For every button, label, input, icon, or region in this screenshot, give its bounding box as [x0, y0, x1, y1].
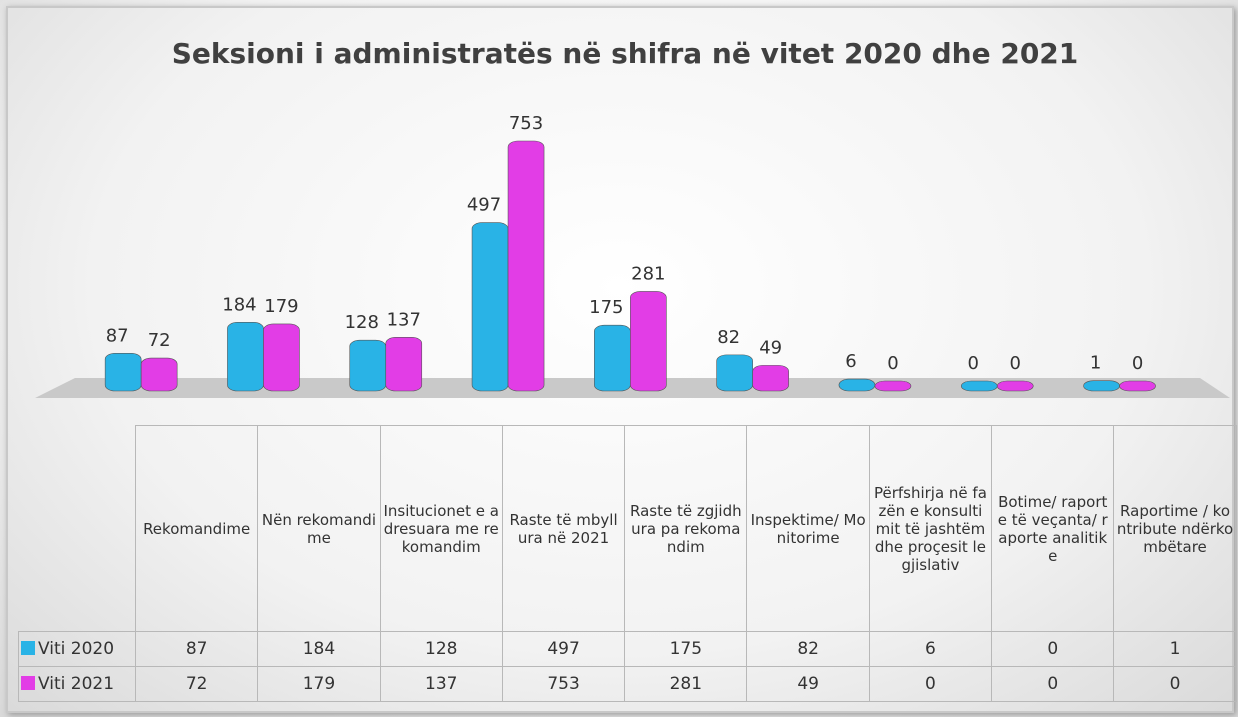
- legend-label: Viti 2021: [38, 674, 115, 694]
- header-row: Rekomandime Nën rekomandime Insitucionet e…: [18, 425, 1237, 632]
- data-label: 128: [345, 312, 379, 333]
- table-value: 87: [134, 631, 259, 667]
- category-label: Botime/ raporte të veçanta/ raporte anal…: [991, 425, 1115, 632]
- category-label: Raportime / kontribute ndërkombëtare: [1113, 425, 1237, 632]
- category-label: Nën rekomandime: [257, 425, 381, 632]
- data-label: 0: [1132, 353, 1143, 374]
- table-value: 6: [868, 631, 993, 667]
- bar: [349, 339, 387, 392]
- table-value: 137: [379, 666, 503, 702]
- table-value: 753: [501, 666, 626, 702]
- legend-swatch: [21, 641, 35, 655]
- bar: [140, 357, 178, 392]
- bar: [263, 323, 300, 392]
- bar: [1119, 380, 1156, 392]
- bar: [960, 380, 998, 392]
- category-label: Përfshirja në fazën e konsultimit të jas…: [868, 425, 993, 632]
- bar: [752, 365, 789, 392]
- data-label: 184: [222, 294, 256, 315]
- data-label: 6: [845, 351, 856, 372]
- bar: [716, 354, 753, 392]
- table-value: 72: [134, 666, 259, 702]
- data-label: 753: [509, 113, 543, 134]
- table-value: 184: [257, 631, 381, 667]
- data-label: 137: [387, 309, 421, 330]
- table-value: 0: [1113, 666, 1237, 702]
- data-label: 1: [1090, 353, 1101, 374]
- table-value: 82: [746, 631, 870, 667]
- bar: [507, 140, 545, 392]
- table-value: 49: [746, 666, 870, 702]
- data-table: Rekomandime Nën rekomandime Insitucionet e…: [18, 425, 1237, 702]
- data-label: 82: [717, 327, 740, 348]
- table-value: 128: [379, 631, 503, 667]
- corner-cell: [18, 425, 136, 632]
- table-value: 0: [991, 631, 1115, 667]
- category-label: Rekomandime: [134, 425, 259, 632]
- data-label: 0: [1010, 353, 1021, 374]
- bar: [630, 291, 667, 392]
- category-label: Raste të zgjidhura pa rekomandim: [624, 425, 748, 632]
- bar: [104, 352, 142, 392]
- table-value: 497: [501, 631, 626, 667]
- bar: [874, 380, 912, 392]
- bar: [227, 322, 264, 392]
- table-value: 281: [624, 666, 748, 702]
- table-value: 0: [868, 666, 993, 702]
- legend-label: Viti 2020: [38, 639, 115, 659]
- table-value: 179: [257, 666, 381, 702]
- table-value: 1: [1113, 631, 1237, 667]
- legend-swatch: [21, 676, 35, 690]
- data-label: 72: [148, 330, 171, 351]
- data-label: 281: [631, 263, 665, 284]
- category-label: Raste të mbyllura në 2021: [501, 425, 626, 632]
- data-label: 49: [759, 337, 782, 358]
- bar: [838, 378, 876, 392]
- frame: [6, 6, 1234, 713]
- data-label: 175: [589, 297, 623, 318]
- category-label: Inspektime/ Monitorime: [746, 425, 870, 632]
- legend-entry: Viti 2021: [18, 666, 136, 702]
- data-label: 497: [467, 195, 501, 216]
- bar: [385, 337, 423, 392]
- bar: [471, 222, 509, 392]
- category-label: Insitucionet e adresuara me rekomandim: [379, 425, 503, 632]
- table-value: 175: [624, 631, 748, 667]
- bar: [996, 380, 1034, 392]
- data-label: 179: [264, 296, 298, 317]
- data-label: 0: [968, 353, 979, 374]
- legend-entry: Viti 2020: [18, 631, 136, 667]
- bar: [1083, 380, 1120, 392]
- data-label: 87: [106, 325, 129, 346]
- bar: [594, 324, 631, 392]
- data-label: 0: [887, 353, 898, 374]
- series-row: Viti 2020 87 184 128 497 175 82 6 0 1: [18, 631, 1237, 667]
- table-value: 0: [991, 666, 1115, 702]
- chart-title: Seksioni i administratës në shifra në vi…: [172, 37, 1079, 70]
- series-row: Viti 2021 72 179 137 753 281 49 0 0 0: [18, 666, 1237, 702]
